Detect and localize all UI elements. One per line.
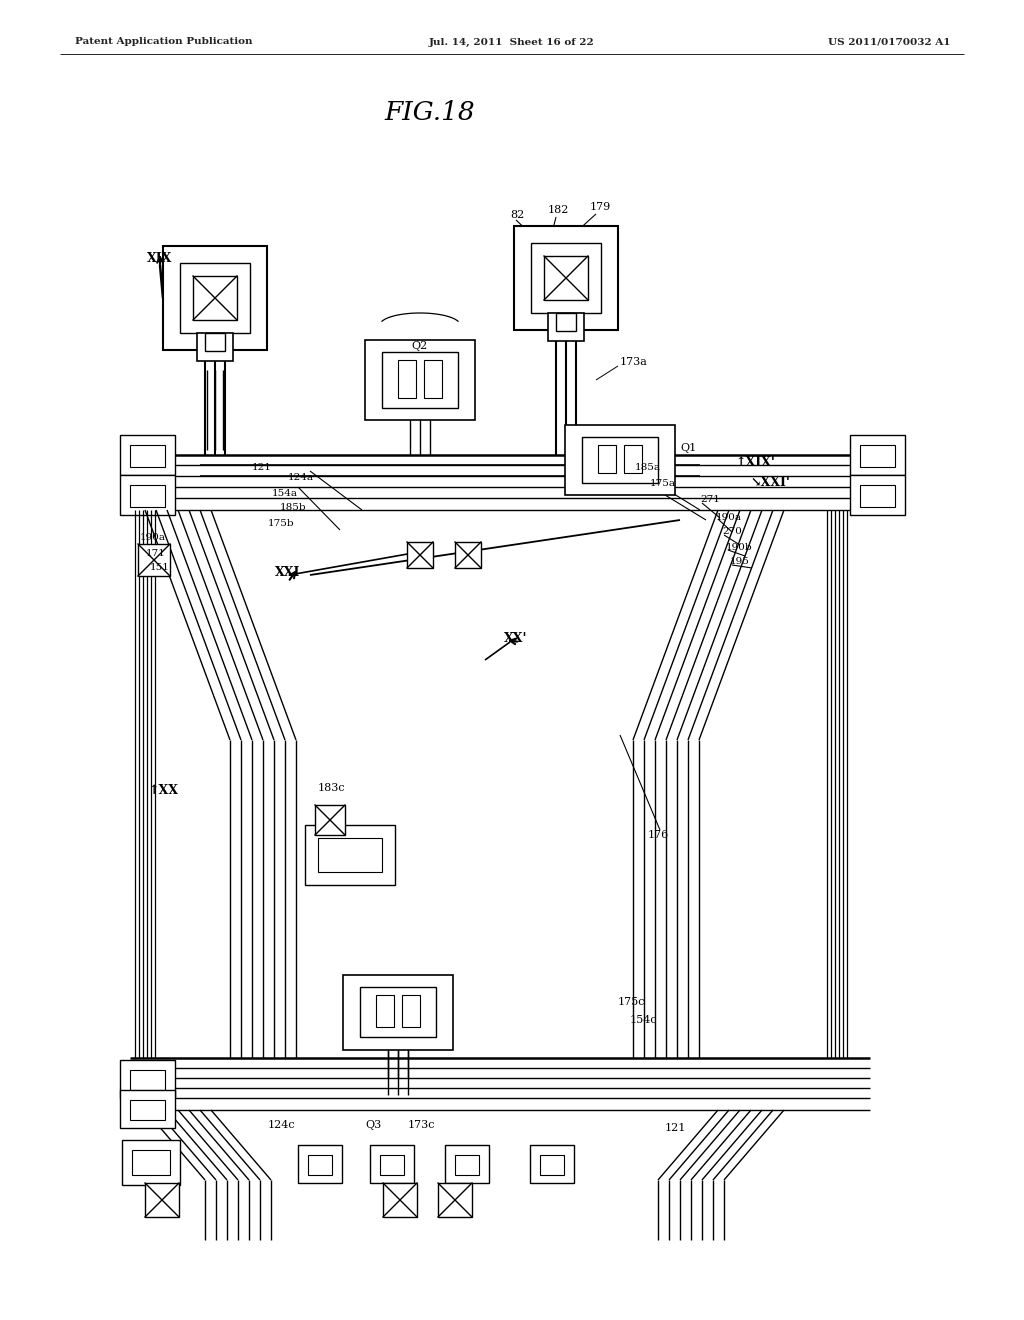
Text: 124c: 124c (268, 1119, 296, 1130)
Text: 82: 82 (510, 210, 524, 220)
Bar (582, 437, 658, 483)
Text: 185b: 185b (280, 503, 306, 512)
Bar (315, 805, 345, 836)
Text: ↘XXI': ↘XXI' (750, 475, 790, 488)
Text: Q3: Q3 (365, 1119, 381, 1130)
Bar (130, 1071, 165, 1090)
Bar (598, 445, 616, 473)
Bar (548, 313, 584, 341)
Bar (370, 1144, 414, 1183)
Text: 270: 270 (722, 528, 741, 536)
Bar (120, 475, 175, 515)
Text: 121: 121 (665, 1123, 686, 1133)
Text: 182: 182 (548, 205, 569, 215)
Bar (850, 475, 905, 515)
Text: 175b: 175b (268, 519, 295, 528)
Text: Q1: Q1 (680, 444, 696, 453)
Text: 173a: 173a (620, 356, 648, 367)
Bar (531, 243, 601, 313)
Bar (365, 341, 475, 420)
Text: 175c: 175c (618, 997, 645, 1007)
Bar (298, 1144, 342, 1183)
Text: 176: 176 (648, 830, 670, 840)
Bar (407, 543, 433, 568)
Bar (138, 544, 170, 576)
Text: XIX: XIX (147, 252, 173, 264)
Bar (860, 484, 895, 507)
Text: 190a: 190a (140, 533, 166, 543)
Bar (424, 360, 442, 399)
Bar (120, 1090, 175, 1129)
Bar (398, 360, 416, 399)
Text: 185a: 185a (635, 463, 662, 473)
Text: 175a: 175a (650, 479, 676, 488)
Text: 183c: 183c (318, 783, 346, 793)
Bar (360, 987, 436, 1038)
Text: 124a: 124a (288, 473, 314, 482)
Bar (132, 1150, 170, 1175)
Bar (382, 352, 458, 408)
Text: ↑XX: ↑XX (148, 784, 178, 796)
Bar (130, 445, 165, 467)
Bar (308, 1155, 332, 1175)
Bar (624, 445, 642, 473)
Bar (530, 1144, 574, 1183)
Text: 190b: 190b (726, 543, 753, 552)
Bar (163, 246, 267, 350)
Bar (130, 1100, 165, 1119)
Bar (445, 1144, 489, 1183)
Bar (544, 256, 588, 300)
Bar (305, 825, 395, 884)
Bar (120, 1060, 175, 1098)
Text: 179: 179 (590, 202, 611, 213)
Text: Patent Application Publication: Patent Application Publication (75, 37, 253, 46)
Bar (383, 1183, 417, 1217)
Bar (120, 436, 175, 475)
Text: 190a: 190a (716, 512, 742, 521)
Text: 151: 151 (150, 562, 170, 572)
Bar (205, 333, 225, 351)
Bar (130, 484, 165, 507)
Bar (850, 436, 905, 475)
Text: 173c: 173c (408, 1119, 435, 1130)
Text: Q2: Q2 (412, 341, 428, 351)
Text: 171: 171 (146, 549, 166, 557)
Bar (180, 263, 250, 333)
Bar (514, 226, 618, 330)
Text: XXI: XXI (275, 565, 301, 578)
Bar (343, 975, 453, 1049)
Bar (145, 1183, 179, 1217)
Text: US 2011/0170032 A1: US 2011/0170032 A1 (827, 37, 950, 46)
Bar (318, 838, 382, 873)
Bar (565, 425, 675, 495)
Bar (438, 1183, 472, 1217)
Text: 271: 271 (700, 495, 720, 504)
Text: 154c: 154c (630, 1015, 657, 1026)
Text: 154a: 154a (272, 488, 298, 498)
Text: FIG.18: FIG.18 (385, 99, 475, 124)
Bar (380, 1155, 404, 1175)
Bar (197, 333, 233, 360)
Bar (402, 995, 420, 1027)
Bar (455, 1155, 479, 1175)
Text: 121: 121 (252, 463, 272, 473)
Bar (860, 445, 895, 467)
Bar (540, 1155, 564, 1175)
Text: ↑XIX': ↑XIX' (735, 455, 775, 469)
Text: Jul. 14, 2011  Sheet 16 of 22: Jul. 14, 2011 Sheet 16 of 22 (429, 37, 595, 46)
Text: XX': XX' (504, 631, 527, 644)
Bar (376, 995, 394, 1027)
Bar (556, 313, 575, 331)
Bar (455, 543, 481, 568)
Bar (193, 276, 237, 319)
Text: 195: 195 (730, 557, 750, 566)
Bar (122, 1140, 180, 1185)
